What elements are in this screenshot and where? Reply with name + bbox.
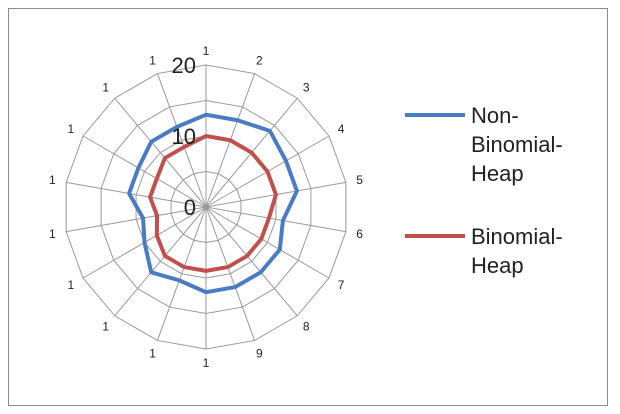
category-label: 6: [356, 227, 363, 241]
category-label: 1: [102, 80, 109, 94]
radial-tick-label: 10: [172, 124, 196, 149]
radial-tick-labels: 0 10 20: [172, 53, 196, 220]
category-label: 9: [256, 347, 263, 361]
category-label: 5: [356, 173, 363, 187]
category-label: 3: [303, 80, 310, 94]
grid-spoke: [82, 135, 207, 208]
grid-spoke: [66, 206, 207, 233]
radar-grid: [65, 64, 347, 350]
grid-spoke: [156, 73, 207, 208]
legend-label-line: Heap: [471, 161, 524, 186]
radial-tick-label: 20: [172, 53, 196, 78]
legend-label-line: Heap: [471, 253, 524, 278]
grid-spoke: [114, 206, 207, 317]
grid-spoke: [205, 206, 346, 233]
category-label: 1: [203, 44, 210, 58]
category-label: 4: [338, 122, 345, 136]
category-label: 1: [49, 227, 56, 241]
chart-frame: 1 2 3 4 5 6 7 8 9 1 1 1 1 1 1 1 1 1 0 10 20 Non- Binomial- He…: [8, 8, 608, 406]
grid-spoke: [156, 206, 207, 341]
series-line-non-binomial-heap: [127, 112, 299, 295]
grid-spoke: [205, 206, 298, 317]
category-label: 1: [68, 278, 75, 292]
radar-chart: 1 2 3 4 5 6 7 8 9 1 1 1 1 1 1 1 1 1 0 10 20 Non- Binomial- He…: [49, 44, 563, 370]
grid-spoke: [205, 206, 256, 341]
legend-label-line: Binomial-: [471, 132, 563, 157]
legend-label-line: Non-: [471, 103, 519, 128]
category-label: 1: [149, 53, 156, 67]
category-label: 1: [149, 347, 156, 361]
category-label: 8: [303, 320, 310, 334]
legend-label-non-binomial-heap: Non- Binomial- Heap: [471, 103, 563, 186]
grid-spoke: [66, 181, 207, 208]
category-labels: 1 2 3 4 5 6 7 8 9 1 1 1 1 1 1 1 1 1: [49, 44, 363, 370]
category-label: 1: [203, 356, 210, 370]
legend-label-binomial-heap: Binomial- Heap: [471, 224, 563, 278]
series-line-binomial-heap: [148, 134, 278, 273]
category-label: 1: [49, 173, 56, 187]
legend-label-line: Binomial-: [471, 224, 563, 249]
category-label: 1: [102, 320, 109, 334]
category-label: 1: [68, 122, 75, 136]
legend: Non- Binomial- Heap Binomial- Heap: [405, 103, 563, 278]
category-label: 7: [338, 278, 345, 292]
radar-series: [127, 112, 299, 295]
radial-tick-label: 0: [184, 195, 196, 220]
grid-spoke: [205, 206, 330, 279]
grid-spoke: [114, 97, 207, 208]
category-label: 2: [256, 53, 263, 67]
